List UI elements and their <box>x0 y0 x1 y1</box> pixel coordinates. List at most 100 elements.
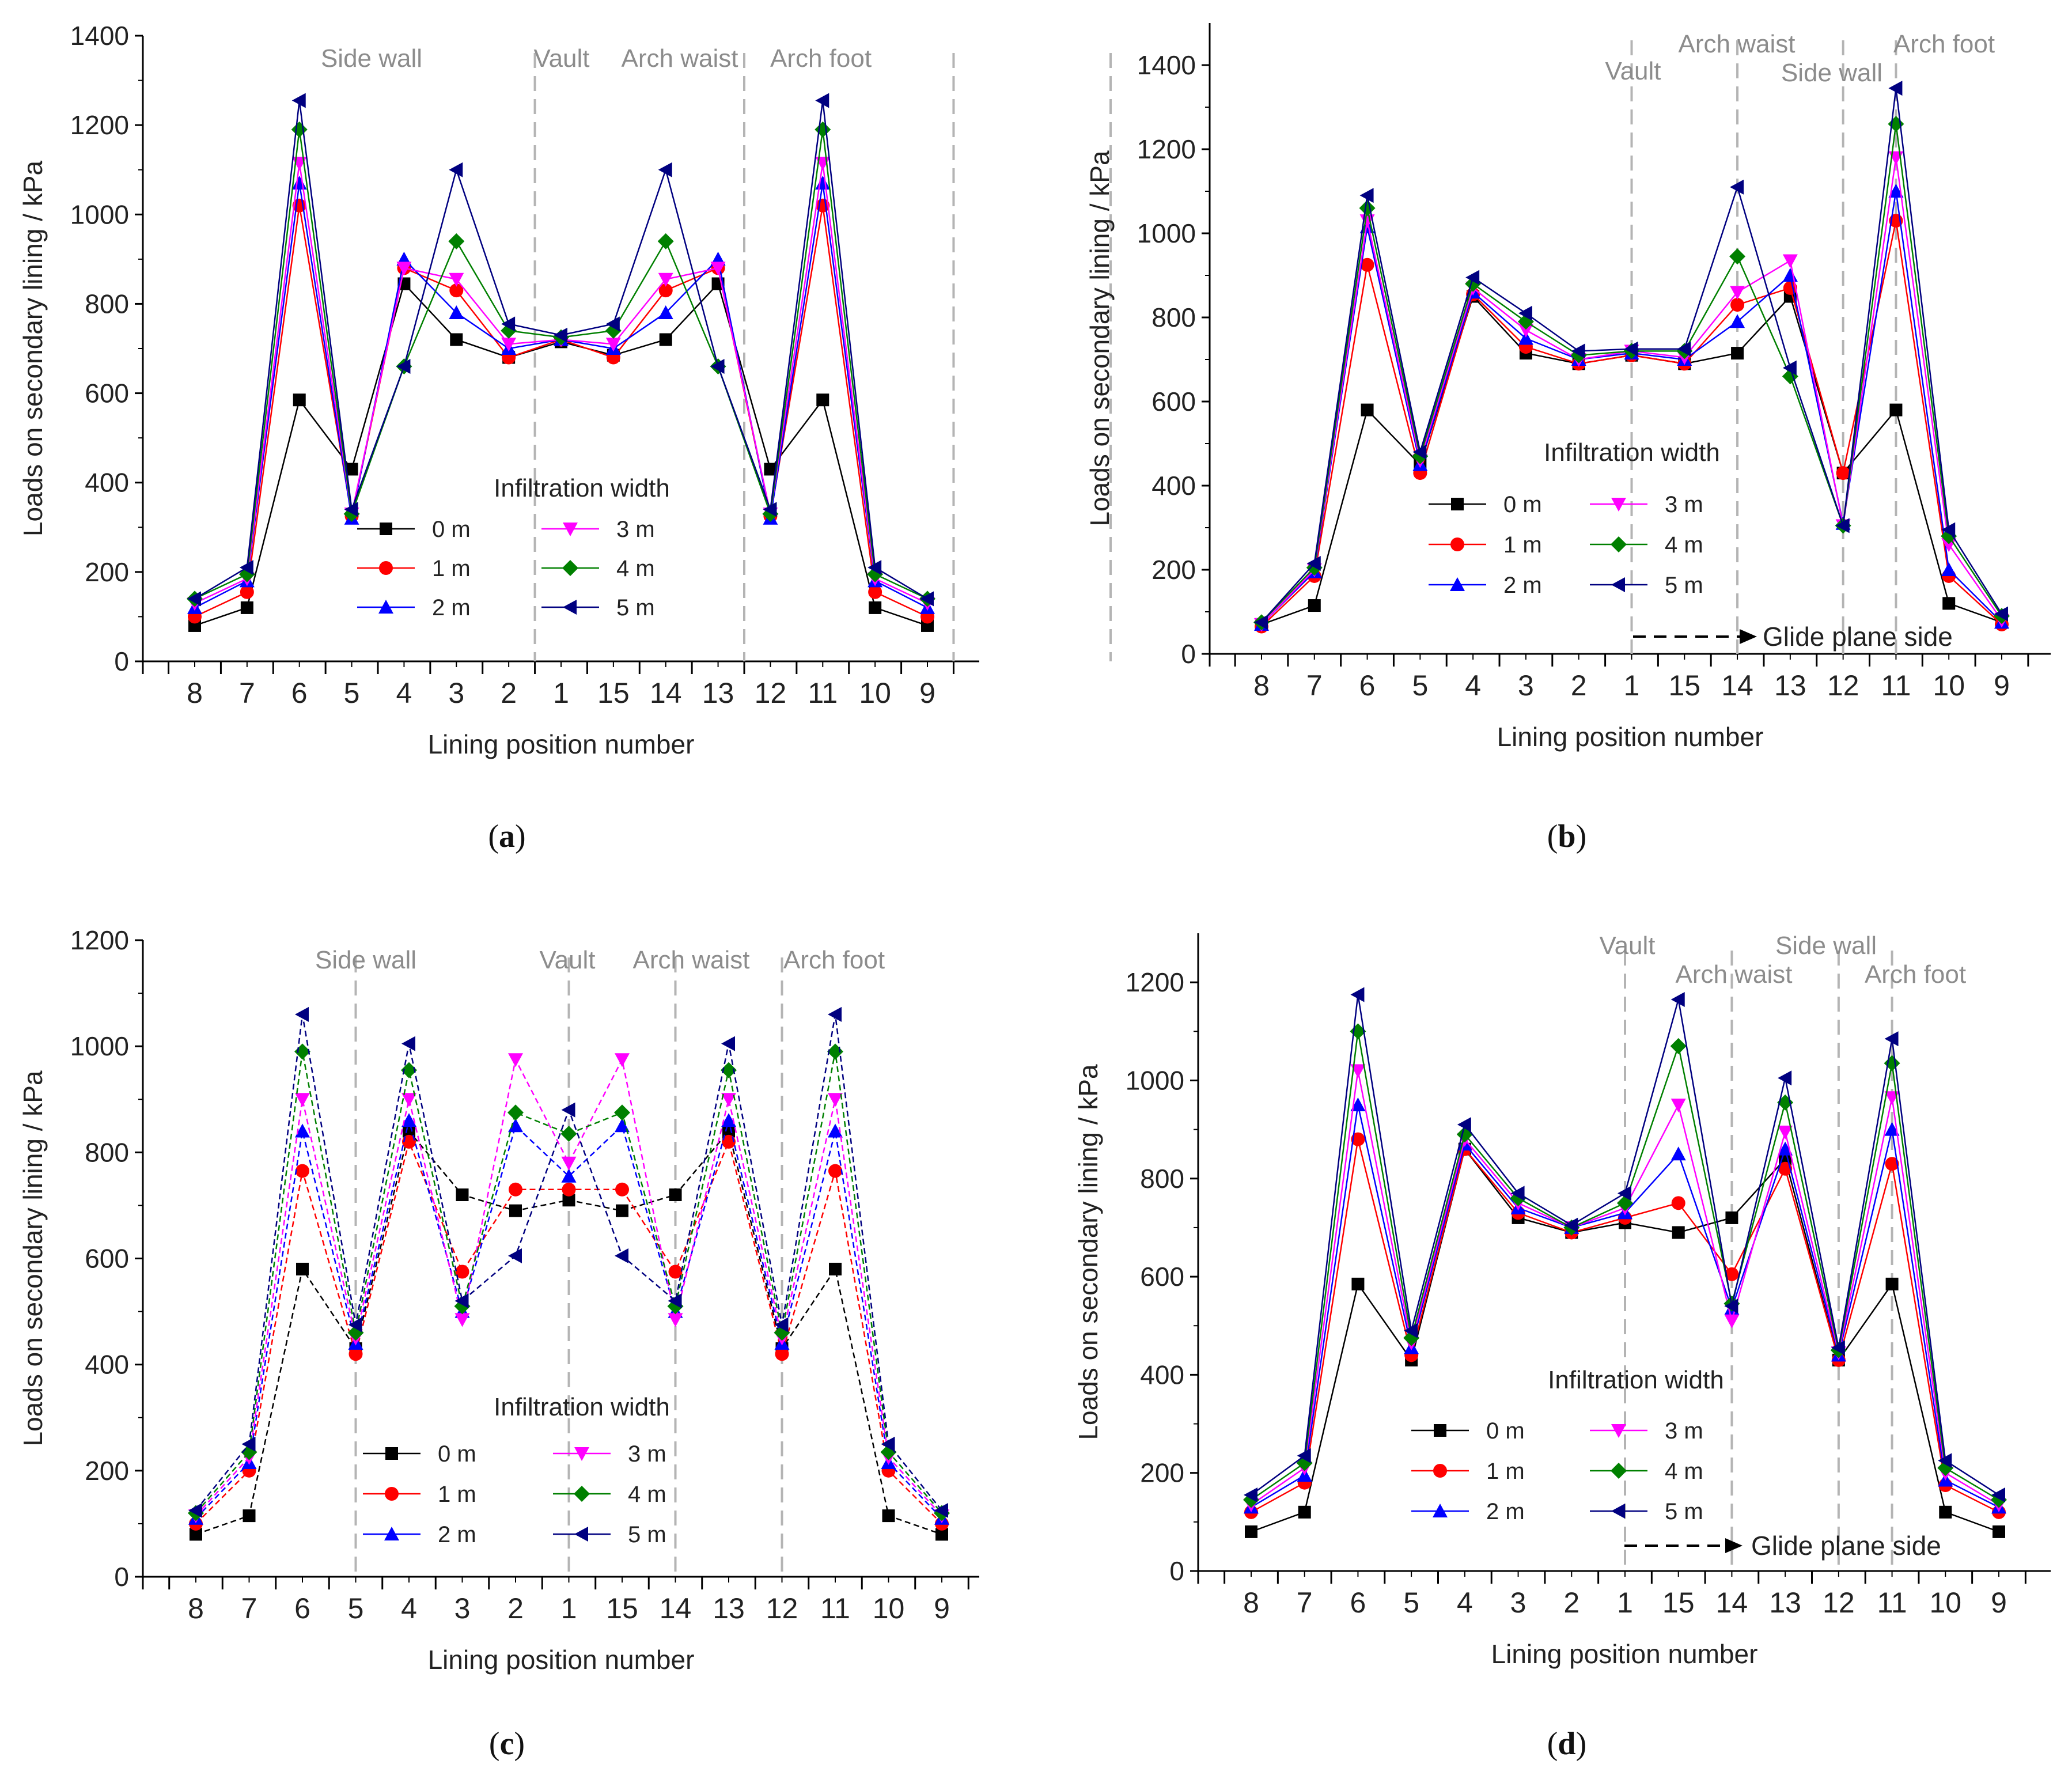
data-point <box>1360 258 1374 272</box>
legend-marker <box>1451 498 1464 510</box>
arrow-head-icon <box>1725 1538 1743 1553</box>
data-point <box>828 1123 843 1138</box>
data-point <box>240 601 253 614</box>
series-5m <box>1254 81 2008 630</box>
x-tick-label: 14 <box>660 1592 692 1625</box>
region-label: Side wall <box>315 946 416 974</box>
panel-caption: (b) <box>1547 819 1586 854</box>
data-point <box>1729 248 1746 265</box>
data-point <box>710 359 725 374</box>
legend-label: 2 m <box>1503 573 1542 598</box>
legend-label: 5 m <box>1665 573 1703 598</box>
data-point <box>1361 403 1374 417</box>
data-point <box>448 233 465 249</box>
legend-marker <box>1611 536 1627 552</box>
region-label: Arch waist <box>1679 30 1796 58</box>
glide-plane-label: Glide plane side <box>1751 1531 1941 1561</box>
data-point <box>775 1347 789 1361</box>
y-axis-title: Loads on secondary lining / kPa <box>18 161 48 537</box>
legend-label: 2 m <box>438 1522 476 1547</box>
y-tick-label: 600 <box>1140 1262 1184 1292</box>
x-tick-label: 14 <box>1721 669 1753 702</box>
y-tick-label: 0 <box>1181 639 1196 669</box>
data-point <box>1350 987 1365 1002</box>
data-point <box>1672 1226 1685 1239</box>
data-point <box>1778 1070 1792 1086</box>
legend-item: 2 m <box>1429 573 1542 598</box>
x-tick-label: 5 <box>1412 669 1428 702</box>
legend-label: 1 m <box>432 556 471 581</box>
legend-marker <box>1611 1424 1626 1438</box>
data-point <box>449 283 464 298</box>
y-tick-label: 200 <box>85 557 129 587</box>
legend-marker <box>574 1527 588 1542</box>
x-tick-label: 8 <box>187 677 203 709</box>
data-point <box>562 1194 575 1207</box>
x-tick-label: 9 <box>1991 1587 2007 1619</box>
series-line <box>195 1057 942 1516</box>
legend-marker <box>574 1486 590 1502</box>
data-point <box>1465 270 1480 285</box>
legend: Infiltration width 0 m 1 m 2 m 3 m 4 m 5 m <box>1411 1366 1724 1524</box>
data-point <box>1677 341 1691 357</box>
x-axis-title: Lining position number <box>428 1645 695 1675</box>
data-point <box>1939 1505 1952 1519</box>
data-point <box>1571 343 1585 359</box>
glide-plane-annotation: Glide plane side <box>1633 622 1953 652</box>
region-label: Arch waist <box>622 44 738 73</box>
legend-item: 2 m <box>1411 1499 1525 1524</box>
data-point <box>241 1436 256 1452</box>
data-point <box>657 233 674 249</box>
legend-marker <box>562 560 578 576</box>
panel-caption: (c) <box>489 1726 525 1762</box>
data-point <box>1308 599 1321 612</box>
legend-marker <box>1450 537 1464 551</box>
data-point <box>815 121 831 138</box>
data-point <box>454 1293 469 1309</box>
legend-title: Infiltration width <box>494 1393 670 1421</box>
legend-marker <box>384 1527 399 1540</box>
legend-label: 3 m <box>1665 492 1703 517</box>
data-point <box>774 1317 789 1332</box>
legend-label: 4 m <box>1665 532 1703 558</box>
data-point <box>554 327 567 343</box>
legend-marker <box>1611 577 1625 592</box>
data-point <box>456 1188 469 1201</box>
legend-label: 0 m <box>438 1441 476 1467</box>
region-label: Arch waist <box>1676 960 1793 989</box>
data-point <box>562 1182 576 1197</box>
data-point <box>935 1528 948 1541</box>
data-point <box>1298 1505 1311 1519</box>
data-point <box>239 560 253 576</box>
data-point <box>1351 1277 1365 1290</box>
glide-plane-annotation: Glide plane side <box>1624 1531 1941 1561</box>
x-tick-label: 11 <box>808 677 838 709</box>
legend-item: 4 m <box>553 1482 666 1507</box>
legend-item: 0 m <box>363 1441 476 1467</box>
data-point <box>449 305 464 319</box>
data-point <box>1404 1323 1418 1338</box>
x-tick-label: 3 <box>454 1592 471 1625</box>
legend-label: 1 m <box>1503 532 1542 558</box>
legend-item: 3 m <box>1590 492 1703 517</box>
x-tick-label: 15 <box>1662 1587 1695 1619</box>
x-tick-label: 15 <box>1668 669 1700 702</box>
region-label: Arch foot <box>1893 30 1995 58</box>
data-point <box>669 1188 682 1201</box>
series-0m <box>190 1125 948 1541</box>
data-point <box>1245 1525 1257 1538</box>
legend-marker <box>385 1487 399 1501</box>
legend-item: 3 m <box>1590 1418 1703 1444</box>
x-tick-label: 11 <box>1881 669 1911 702</box>
x-tick-label: 7 <box>1297 1587 1313 1619</box>
y-tick-label: 1200 <box>1137 134 1196 164</box>
legend-label: 3 m <box>1665 1418 1703 1444</box>
data-point <box>1778 1125 1793 1140</box>
data-point <box>658 305 673 319</box>
x-tick-label: 8 <box>1243 1587 1259 1619</box>
x-tick-label: 14 <box>650 677 682 709</box>
data-point <box>1888 81 1903 96</box>
data-point <box>454 1313 470 1327</box>
legend-marker <box>1611 1504 1625 1519</box>
